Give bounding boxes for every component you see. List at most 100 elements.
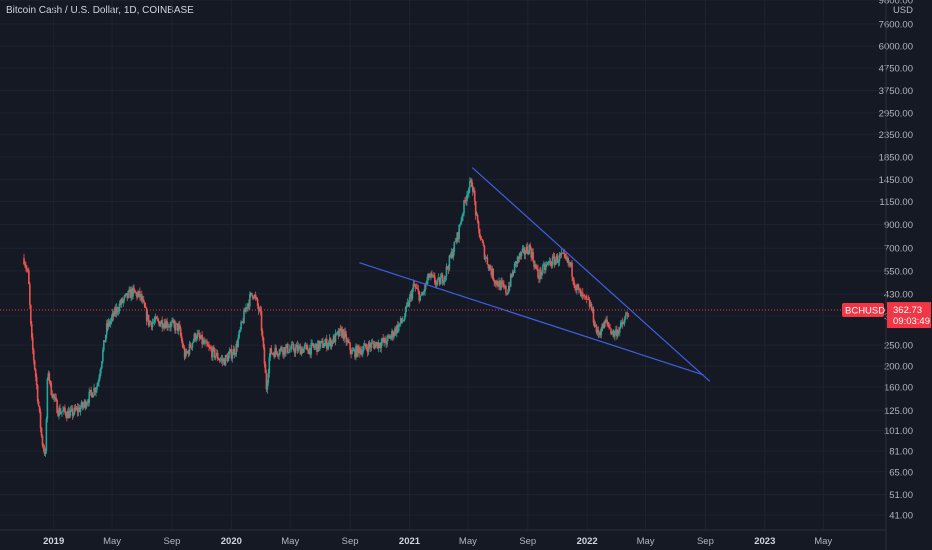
x-tick-label: Sep xyxy=(519,536,536,547)
candle-body xyxy=(298,345,301,347)
candle-body xyxy=(310,343,312,355)
candle-body xyxy=(303,345,306,349)
candle-body xyxy=(160,320,163,324)
candle-body xyxy=(30,324,33,338)
candle-body xyxy=(319,343,321,349)
candle-body xyxy=(390,335,392,339)
candle-body xyxy=(512,271,515,274)
candle-body xyxy=(479,237,482,240)
candle-body xyxy=(128,289,130,292)
candle-body xyxy=(472,190,475,192)
candle-body xyxy=(291,344,294,345)
candle-body xyxy=(532,252,534,261)
candle-body xyxy=(520,252,523,257)
candle-body xyxy=(389,336,391,339)
candle-body xyxy=(502,282,504,285)
candle-body xyxy=(385,342,387,345)
x-axis[interactable]: 2019 May Sep 2020 May Sep 2021 May Sep 2022 May Sep… xyxy=(0,529,886,547)
y-tick-label: 41.00 xyxy=(889,511,913,522)
candle-body xyxy=(381,338,384,343)
candle-body xyxy=(539,269,541,279)
candle-body xyxy=(196,333,199,339)
candle-body xyxy=(126,293,128,298)
x-tick-label: May xyxy=(281,536,299,547)
candle-body xyxy=(589,303,592,307)
candle-body xyxy=(446,266,449,269)
candle-body xyxy=(227,354,230,362)
candle-body xyxy=(490,269,493,276)
candle-body xyxy=(113,308,116,317)
candle-body xyxy=(154,316,157,321)
candle-body xyxy=(595,324,598,333)
candle-body xyxy=(591,308,594,311)
candle-body xyxy=(260,310,263,331)
candle-body xyxy=(333,335,336,343)
candle-body xyxy=(235,343,238,355)
candle-body xyxy=(30,304,32,325)
candle-body xyxy=(49,380,52,383)
candle-body xyxy=(201,335,203,344)
candle-body xyxy=(550,265,553,266)
candle-body xyxy=(540,269,542,276)
candle-body xyxy=(157,319,160,322)
trendline-lower[interactable] xyxy=(359,262,704,376)
candle-body xyxy=(302,348,305,353)
trendline-upper[interactable] xyxy=(471,167,711,382)
candle-body xyxy=(53,394,55,398)
candle-body xyxy=(280,347,282,350)
candle-body xyxy=(207,344,209,347)
candle-body xyxy=(306,345,309,351)
candle-body xyxy=(167,326,169,328)
candle-body xyxy=(94,388,96,392)
candle-body xyxy=(172,320,174,322)
candle-body xyxy=(400,318,403,322)
candle-body xyxy=(272,353,275,354)
candle-body xyxy=(533,260,535,268)
candle-body xyxy=(602,323,605,329)
candle-body xyxy=(454,241,457,243)
candle-body xyxy=(290,344,293,349)
candle-body xyxy=(179,328,182,337)
candle-body xyxy=(467,193,469,195)
candle-body xyxy=(230,349,233,359)
candle-body xyxy=(477,221,480,229)
candle-body xyxy=(32,349,35,361)
candle-body xyxy=(544,265,547,271)
candle-body xyxy=(350,350,352,355)
candle-body xyxy=(178,324,181,329)
candle-body xyxy=(110,317,113,321)
candle-body xyxy=(65,411,67,416)
y-tick-label: 4750.00 xyxy=(879,64,913,75)
candle-body xyxy=(184,351,187,358)
candle-body xyxy=(415,287,418,289)
candle-body xyxy=(46,378,49,420)
candle-body xyxy=(240,321,242,330)
candle-body xyxy=(251,295,254,298)
candle-body xyxy=(202,340,204,344)
candle-body xyxy=(614,332,616,337)
candle-body xyxy=(342,329,345,340)
candle-body xyxy=(47,373,50,379)
candle-body xyxy=(146,314,149,321)
candle-body xyxy=(578,287,580,290)
candle-body xyxy=(374,343,377,349)
candle-body xyxy=(148,321,151,326)
chart-title: Bitcoin Cash / U.S. Dollar, 1D, COINBASE xyxy=(6,5,194,16)
candle-body xyxy=(33,360,36,370)
candle-body xyxy=(494,282,496,284)
candle-body xyxy=(625,314,628,316)
candle-body xyxy=(545,263,548,266)
candle-body xyxy=(626,314,629,316)
trendlines[interactable] xyxy=(359,167,711,382)
candle-body xyxy=(397,325,399,331)
candle-body xyxy=(234,354,237,355)
candle-body xyxy=(402,320,405,322)
candle-body xyxy=(601,323,604,331)
candle-body xyxy=(575,288,577,290)
y-axis[interactable]: 9800.00 7600.00 6000.00 4750.00 3750.00 2950.… xyxy=(879,0,913,550)
candle-body xyxy=(57,413,59,417)
candle-body xyxy=(624,315,627,319)
candle-body xyxy=(97,382,99,386)
candle-body xyxy=(444,276,447,278)
